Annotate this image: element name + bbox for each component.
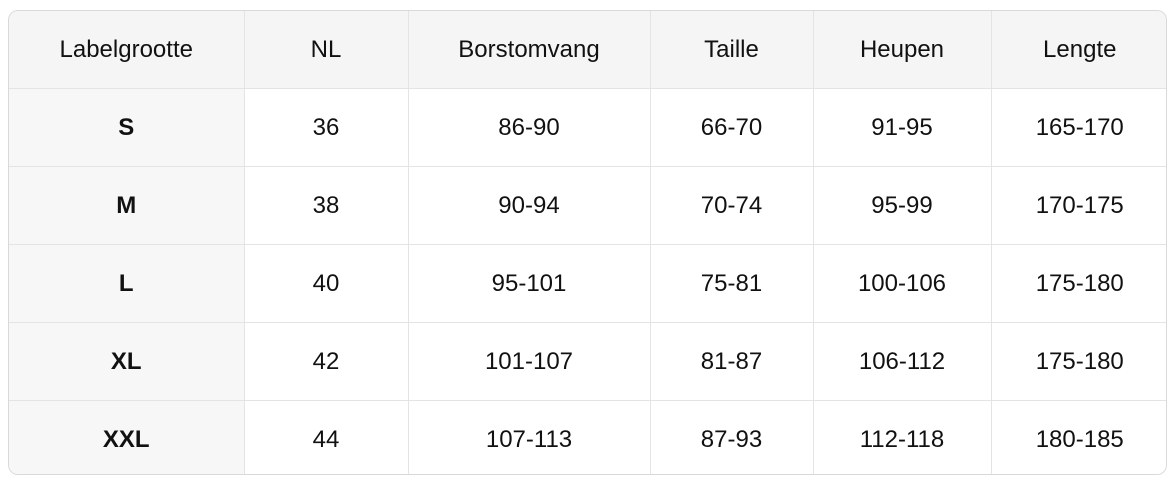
size-chart-container: Labelgrootte NL Borstomvang Taille Heupe… bbox=[8, 10, 1167, 475]
length-cell: 175-180 bbox=[991, 322, 1166, 401]
hips-cell: 95-99 bbox=[813, 166, 992, 245]
table-row-l: L 40 95-101 75-81 100-106 175-180 bbox=[9, 244, 1166, 323]
hips-cell: 106-112 bbox=[813, 322, 992, 401]
size-cell: M bbox=[9, 166, 245, 245]
size-cell: L bbox=[9, 244, 245, 323]
chest-cell: 107-113 bbox=[408, 400, 651, 474]
header-cell-nl: NL bbox=[244, 11, 409, 89]
hips-cell: 100-106 bbox=[813, 244, 992, 323]
waist-cell: 66-70 bbox=[650, 88, 814, 167]
size-cell: S bbox=[9, 88, 245, 167]
header-cell-borstomvang: Borstomvang bbox=[408, 11, 651, 89]
header-cell-heupen: Heupen bbox=[813, 11, 992, 89]
length-cell: 170-175 bbox=[991, 166, 1166, 245]
table-row-xl: XL 42 101-107 81-87 106-112 175-180 bbox=[9, 322, 1166, 401]
header-cell-taille: Taille bbox=[650, 11, 814, 89]
table-row-m: M 38 90-94 70-74 95-99 170-175 bbox=[9, 166, 1166, 245]
table-body: S 36 86-90 66-70 91-95 165-170 M 38 90-9… bbox=[9, 88, 1166, 474]
nl-cell: 38 bbox=[244, 166, 409, 245]
size-chart-table: Labelgrootte NL Borstomvang Taille Heupe… bbox=[9, 11, 1166, 474]
table-row-xxl: XXL 44 107-113 87-93 112-118 180-185 bbox=[9, 400, 1166, 474]
header-row: Labelgrootte NL Borstomvang Taille Heupe… bbox=[9, 11, 1166, 89]
nl-cell: 40 bbox=[244, 244, 409, 323]
chest-cell: 90-94 bbox=[408, 166, 651, 245]
chest-cell: 86-90 bbox=[408, 88, 651, 167]
header-cell-lengte: Lengte bbox=[991, 11, 1166, 89]
length-cell: 180-185 bbox=[991, 400, 1166, 474]
size-cell: XXL bbox=[9, 400, 245, 474]
table-row-s: S 36 86-90 66-70 91-95 165-170 bbox=[9, 88, 1166, 167]
nl-cell: 36 bbox=[244, 88, 409, 167]
chest-cell: 101-107 bbox=[408, 322, 651, 401]
table-header: Labelgrootte NL Borstomvang Taille Heupe… bbox=[9, 11, 1166, 89]
waist-cell: 70-74 bbox=[650, 166, 814, 245]
chest-cell: 95-101 bbox=[408, 244, 651, 323]
hips-cell: 91-95 bbox=[813, 88, 992, 167]
length-cell: 175-180 bbox=[991, 244, 1166, 323]
waist-cell: 87-93 bbox=[650, 400, 814, 474]
waist-cell: 75-81 bbox=[650, 244, 814, 323]
nl-cell: 44 bbox=[244, 400, 409, 474]
header-cell-labelgrootte: Labelgrootte bbox=[9, 11, 245, 89]
hips-cell: 112-118 bbox=[813, 400, 992, 474]
waist-cell: 81-87 bbox=[650, 322, 814, 401]
nl-cell: 42 bbox=[244, 322, 409, 401]
length-cell: 165-170 bbox=[991, 88, 1166, 167]
size-cell: XL bbox=[9, 322, 245, 401]
